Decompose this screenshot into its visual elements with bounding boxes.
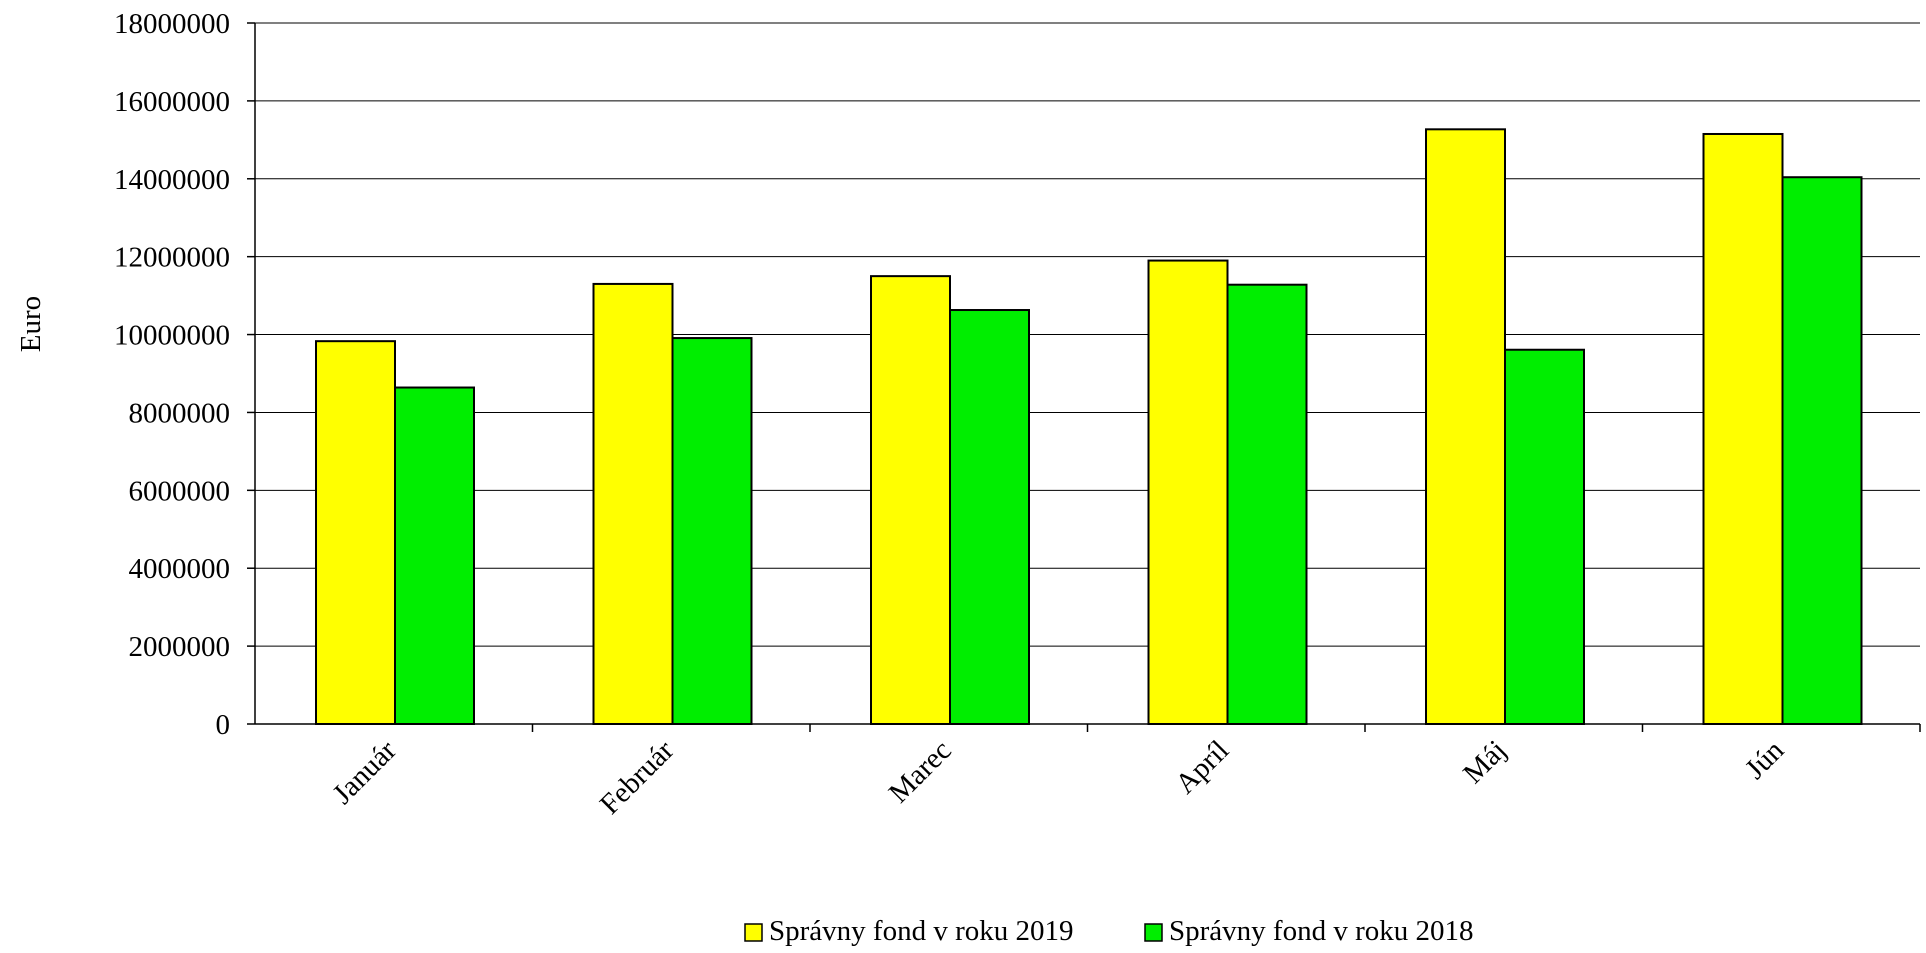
x-tick-label: Marec	[883, 734, 958, 809]
bar-2018-4	[1504, 348, 1585, 725]
y-tick-label: 16000000	[114, 86, 230, 118]
x-tick-label: Január	[327, 734, 403, 810]
y-tick-label: 8000000	[129, 397, 231, 429]
legend-swatch-2019	[744, 923, 763, 942]
bar-2019-1	[592, 282, 674, 725]
y-tick-label: 18000000	[114, 8, 230, 40]
x-tick-label: Apríl	[1169, 734, 1235, 800]
y-tick-label: 10000000	[114, 320, 230, 352]
x-tick-label: Máj	[1457, 734, 1513, 790]
y-tick-label: 2000000	[129, 631, 231, 663]
x-tick-label: Jún	[1739, 734, 1790, 785]
bar-2018-0	[394, 386, 475, 725]
bars	[315, 128, 1863, 726]
bar-2018-1	[671, 337, 753, 725]
legend-label-2018: Správny fond v roku 2018	[1169, 915, 1473, 947]
y-tick-label: 6000000	[129, 475, 231, 507]
y-tick-labels: 0 2000000 4000000 6000000 8000000 10000000 120…	[114, 8, 255, 741]
y-tick-label: 14000000	[114, 164, 230, 196]
bar-2019-4	[1425, 128, 1506, 725]
y-axis-title: Euro	[15, 296, 47, 352]
legend: Správny fond v roku 2019 Správny fond v r…	[744, 915, 1473, 947]
bar-2018-3	[1226, 283, 1308, 725]
bar-2019-5	[1702, 132, 1784, 726]
axes	[254, 23, 1920, 725]
bar-2019-2	[870, 275, 951, 725]
x-tick-labels: Január Február Marec Apríl Máj Jún	[327, 724, 1921, 821]
bar-2019-3	[1147, 259, 1229, 725]
bar-2018-2	[949, 309, 1030, 725]
y-tick-label: 4000000	[129, 553, 231, 585]
gridlines	[255, 22, 1920, 647]
legend-swatch-2018	[1144, 923, 1163, 942]
y-tick-label: 12000000	[114, 242, 230, 274]
x-tick-label: Február	[594, 734, 681, 821]
bar-2018-5	[1781, 176, 1863, 726]
legend-label-2019: Správny fond v roku 2019	[769, 915, 1073, 947]
bar-2019-0	[315, 340, 396, 725]
y-tick-label: 0	[216, 709, 231, 741]
